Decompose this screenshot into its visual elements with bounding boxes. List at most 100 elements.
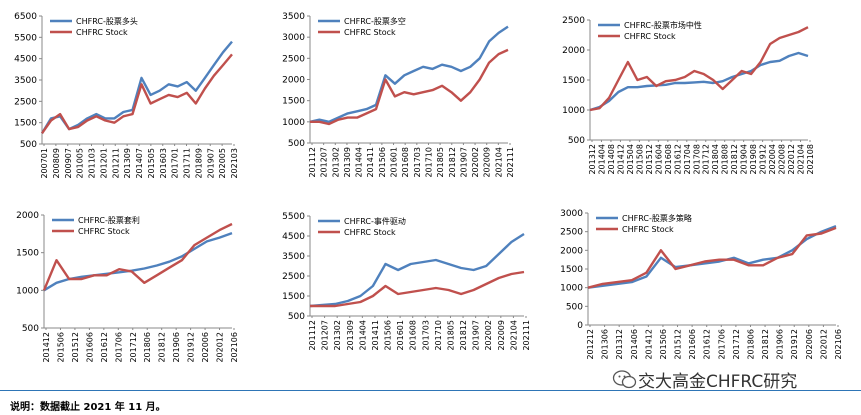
x-tick-label: 201805 [436, 147, 445, 178]
x-tick-label: 201806 [143, 332, 152, 363]
y-tick-label: 2500 [560, 228, 583, 238]
legend-label: CHFRC Stock [624, 32, 676, 41]
x-tick-label: 201708 [692, 144, 701, 175]
legend-label: CHFRC Stock [344, 228, 396, 237]
x-tick-label: 201706 [114, 332, 123, 363]
y-tick-label: 1500 [282, 292, 305, 302]
series-line-stock [587, 226, 837, 289]
y-tick-label: 3500 [282, 12, 305, 22]
x-tick-label: 201608 [401, 147, 410, 178]
x-tick-label: 202006 [201, 332, 210, 363]
x-tick-label: 201612 [100, 332, 109, 363]
x-tick-label: 201404 [597, 144, 606, 175]
y-tick-label: 3500 [14, 76, 37, 86]
y-tick-label: 500 [22, 324, 39, 334]
x-tick-label: 201112 [308, 147, 317, 178]
x-tick-label: 201712 [129, 332, 138, 363]
x-tick-label: 201805 [446, 320, 455, 351]
legend-label: CHFRC-股票多策略 [622, 213, 692, 223]
x-tick-label: 202104 [494, 147, 503, 178]
x-tick-label: 201904 [740, 144, 749, 175]
y-tick-label: 2000 [560, 246, 583, 256]
x-tick-label: 201608 [664, 144, 673, 175]
x-tick-label: 201411 [371, 320, 380, 351]
x-tick-label: 201404 [358, 320, 367, 351]
x-tick-label: 201506 [56, 332, 65, 363]
x-tick-label: 201302 [331, 147, 340, 178]
x-tick-label: 201411 [366, 147, 375, 178]
x-tick-label: 201505 [147, 148, 156, 179]
x-tick-label: 201608 [409, 320, 418, 351]
x-tick-label: 201808 [721, 144, 730, 175]
series-line-fund [589, 51, 809, 112]
series-line-fund [587, 224, 837, 289]
x-tick-label: 201912 [790, 329, 799, 360]
y-tick-label: 2500 [562, 16, 585, 26]
y-tick-label: 1000 [562, 106, 585, 116]
y-tick-label: 1500 [16, 249, 39, 259]
wechat-icon [612, 370, 637, 389]
x-tick-label: 202111 [522, 320, 531, 351]
x-tick-label: 201112 [308, 320, 317, 351]
x-tick-label: 201306 [601, 329, 610, 360]
x-tick-label: 202012 [787, 144, 796, 175]
y-tick-label: 4500 [14, 55, 37, 65]
y-tick-label: 2500 [282, 272, 305, 282]
y-tick-label: 500 [20, 140, 37, 150]
y-tick-label: 2000 [282, 76, 305, 86]
x-tick-label: 201207 [320, 147, 329, 178]
x-tick-label: 201703 [413, 147, 422, 178]
x-tick-label: 200701 [40, 148, 49, 179]
y-tick-label: 500 [566, 302, 583, 312]
legend-label: CHFRC-股票多空 [344, 16, 406, 26]
x-tick-label: 201406 [630, 329, 639, 360]
x-tick-label: 201412 [616, 144, 625, 175]
series-line-fund [309, 25, 509, 124]
x-tick-label: 201812 [761, 329, 770, 360]
chart-6: 0 500 1000 1500 2000 2500 3000 201212 201306 2013… [560, 209, 843, 360]
x-tick-label: 202002 [471, 147, 480, 178]
x-tick-label: 202104 [797, 144, 806, 175]
x-tick-label: 202002 [484, 320, 493, 351]
series-line-fund [43, 231, 233, 292]
x-tick-label: 201312 [615, 329, 624, 360]
y-tick-label: 500 [568, 136, 585, 146]
series-line-stock [41, 53, 233, 134]
x-tick-label: 201703 [421, 320, 430, 351]
footnote: 说明：数据截止 2021 年 11 月。 [10, 402, 166, 413]
x-tick-label: 201508 [635, 144, 644, 175]
y-tick-label: 1500 [14, 119, 37, 129]
x-tick-label: 202012 [819, 329, 828, 360]
x-tick-label: 201704 [683, 144, 692, 175]
x-tick-label: 201706 [717, 329, 726, 360]
legend-label: CHFRC Stock [344, 28, 396, 37]
x-tick-label: 202108 [806, 144, 815, 175]
x-tick-label: 201712 [702, 144, 711, 175]
x-tick-label: 201207 [321, 320, 330, 351]
x-tick-label: 201309 [123, 148, 132, 179]
y-tick-label: 3500 [282, 252, 305, 262]
y-tick-label: 2500 [14, 97, 37, 107]
x-tick-label: 201506 [384, 320, 393, 351]
x-tick-label: 201912 [759, 144, 768, 175]
y-tick-label: 2000 [562, 46, 585, 56]
watermark: 交大高金CHFRC研究 [612, 368, 797, 392]
x-tick-label: 201701 [171, 148, 180, 179]
footer-divider [0, 390, 861, 391]
x-tick-label: 201812 [448, 147, 457, 178]
x-tick-label: 201710 [424, 147, 433, 178]
x-tick-label: 201212 [586, 329, 595, 360]
x-tick-label: 201408 [607, 144, 616, 175]
x-tick-label: 201506 [378, 147, 387, 178]
x-tick-label: 202111 [506, 147, 515, 178]
series-line-stock [310, 48, 509, 126]
x-tick-label: 202106 [230, 332, 239, 363]
legend-label: CHFRC Stock [622, 225, 674, 234]
x-tick-label: 201601 [390, 147, 399, 178]
x-tick-label: 201711 [183, 148, 192, 179]
x-tick-label: 201604 [654, 144, 663, 175]
x-tick-label: 201601 [396, 320, 405, 351]
